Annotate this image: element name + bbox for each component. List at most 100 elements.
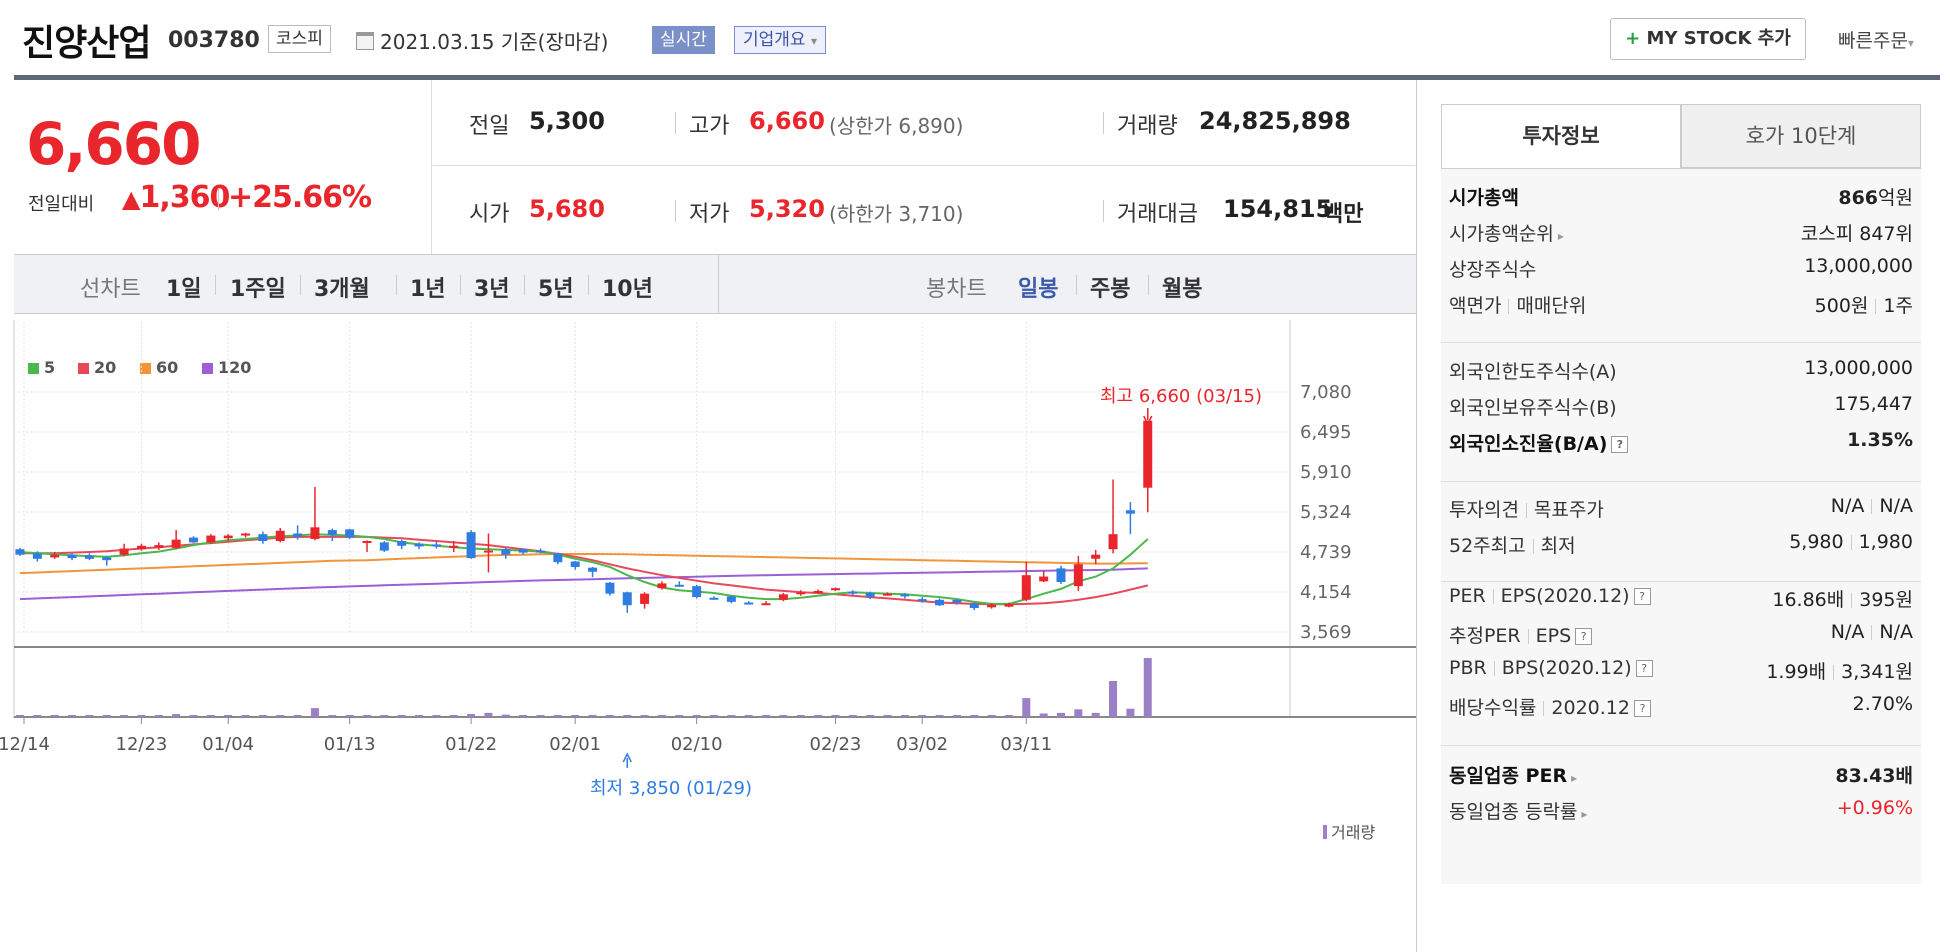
bps-label: BPS(2020.12) <box>1501 657 1632 679</box>
tab-10year[interactable]: 10년 <box>602 277 653 302</box>
quick-order-label: 빠른주문 <box>1838 30 1908 52</box>
52week-label: 52주최고 최저 <box>1449 531 1576 558</box>
x-tick-label: 03/11 <box>1000 734 1052 755</box>
volume-value: 24,825,898 <box>1199 107 1351 135</box>
divider <box>1850 535 1852 550</box>
tab-monthly[interactable]: 월봉 <box>1162 277 1203 302</box>
candle-chart-label: 봉차트 <box>926 277 987 302</box>
volume-bar <box>918 715 927 717</box>
est-per-eps-value: N/A N/A <box>1831 621 1913 643</box>
rank-label-text: 시가총액순위 <box>1449 223 1554 245</box>
add-mystock-button[interactable]: + MY STOCK 추가 <box>1610 18 1806 60</box>
chevron-right-icon: ▸ <box>1571 771 1578 785</box>
company-info-button[interactable]: 기업개요 ▾ <box>734 26 826 54</box>
divider <box>1103 200 1104 222</box>
sector-change-row[interactable]: 동일업종 등락률 ▸ +0.96% <box>1441 797 1921 833</box>
tab-1week[interactable]: 1주일 <box>230 277 286 302</box>
candle-body <box>67 554 77 559</box>
invest-info-panel: 투자정보 호가 10단계 시가총액 866억원 시가총액순위 ▸ 코스피 847위… <box>1416 80 1950 952</box>
dividend-row: 배당수익률 2020.12? 2.70% <box>1441 693 1921 729</box>
sector-per-text: 동일업종 PER <box>1449 765 1568 787</box>
tab-invest-info[interactable]: 투자정보 <box>1441 104 1681 168</box>
est-per-eps-label: 추정PER EPS? <box>1449 621 1593 648</box>
candle-body <box>622 592 632 606</box>
candle-body <box>1039 576 1049 582</box>
candle-body <box>536 550 545 553</box>
stock-header: 진양산업 003780 코스피 2021.03.15 기준(장마감) 실시간 기… <box>0 0 1950 76</box>
section-divider <box>1441 581 1921 582</box>
base-date: 2021.03.15 기준(장마감) <box>380 30 609 54</box>
candle-body <box>84 555 94 559</box>
par-label: 액면가 <box>1449 295 1502 317</box>
candle-body <box>900 594 910 597</box>
divider <box>1543 701 1545 716</box>
per-eps-value: 16.86배 395원 <box>1772 585 1913 612</box>
chevron-right-icon: ▸ <box>1557 229 1564 243</box>
tab-1day[interactable]: 1일 <box>166 277 202 302</box>
candle-body <box>241 533 251 536</box>
ma60-line <box>19 553 1148 575</box>
eps-value: 395원 <box>1859 589 1913 611</box>
volume-bar <box>380 715 389 717</box>
candle-body <box>50 554 60 558</box>
tab-3month[interactable]: 3개월 <box>314 277 370 302</box>
volume-bar <box>779 715 788 717</box>
help-icon[interactable]: ? <box>1633 700 1651 717</box>
candle-body <box>327 530 337 535</box>
candle-body <box>1073 564 1083 587</box>
volume-bar <box>900 715 909 717</box>
candle-body <box>414 543 424 547</box>
volume-bar <box>883 715 892 717</box>
help-icon[interactable]: ? <box>1611 436 1629 453</box>
quick-order-button[interactable]: 빠른주문▾ <box>1838 26 1914 53</box>
volume-bar <box>137 715 146 717</box>
volume-bar <box>276 715 285 717</box>
volume-bar <box>310 708 319 717</box>
volume-bar <box>675 715 684 717</box>
tab-1year[interactable]: 1년 <box>410 277 446 302</box>
help-icon[interactable]: ? <box>1575 628 1593 645</box>
open-label: 시가 <box>469 202 510 227</box>
volume-bar <box>467 714 476 717</box>
tab-order-book[interactable]: 호가 10단계 <box>1681 104 1921 168</box>
add-mystock-label: MY STOCK 추가 <box>1646 28 1791 49</box>
price-chart[interactable]: 5 20 60 120 7,080 6,495 5,910 5,324 4,739 4,1… <box>0 320 1416 952</box>
help-icon[interactable]: ? <box>1635 660 1653 677</box>
candle-body <box>830 588 840 591</box>
volume-bar <box>831 715 840 717</box>
legend-label-ma120: 120 <box>218 358 251 377</box>
help-icon[interactable]: ? <box>1633 588 1651 605</box>
price-change-percent: +25.66% <box>228 180 372 215</box>
foreign-limit-label: 외국인한도주식수(A) <box>1449 361 1617 383</box>
price-change: ▲1,360 <box>122 180 230 215</box>
candle-body <box>726 596 736 602</box>
sector-per-row[interactable]: 동일업종 PER ▸ 83.43배 <box>1441 761 1921 797</box>
volume-bar <box>415 715 424 717</box>
candle-body <box>102 557 112 561</box>
par-value-row: 액면가 매매단위 500원 1주 <box>1441 291 1921 327</box>
volume-bar <box>1057 712 1065 717</box>
company-info-label: 기업개요 <box>743 30 806 50</box>
volume-bar <box>501 714 510 717</box>
realtime-button[interactable]: 실시간 <box>652 26 715 54</box>
volume-bar <box>206 715 215 717</box>
tab-daily[interactable]: 일봉 <box>1018 277 1059 302</box>
tab-weekly[interactable]: 주봉 <box>1090 277 1131 302</box>
volume-bar <box>536 715 545 717</box>
quote-row-1: 전일 5,300 고가 6,660 (상한가 6,890) 거래량 24,825… <box>433 80 1415 166</box>
volume-bars <box>16 658 1152 717</box>
volume-bar <box>345 715 354 717</box>
est-eps-label: EPS <box>1535 625 1572 647</box>
candle-body <box>865 592 875 598</box>
market-tag: 코스피 <box>268 25 331 53</box>
tab-3year[interactable]: 3년 <box>474 277 510 302</box>
volume-bar <box>744 715 753 717</box>
candle-body <box>917 599 927 602</box>
candle-body <box>813 590 823 593</box>
market-cap-rank-row[interactable]: 시가총액순위 ▸ 코스피 847위 <box>1441 219 1921 255</box>
plus-icon: + <box>1625 28 1641 49</box>
foreign-limit-value: 13,000,000 <box>1804 357 1913 379</box>
volume-bar <box>328 715 337 717</box>
tab-5year[interactable]: 5년 <box>538 277 574 302</box>
divider <box>1076 275 1077 295</box>
